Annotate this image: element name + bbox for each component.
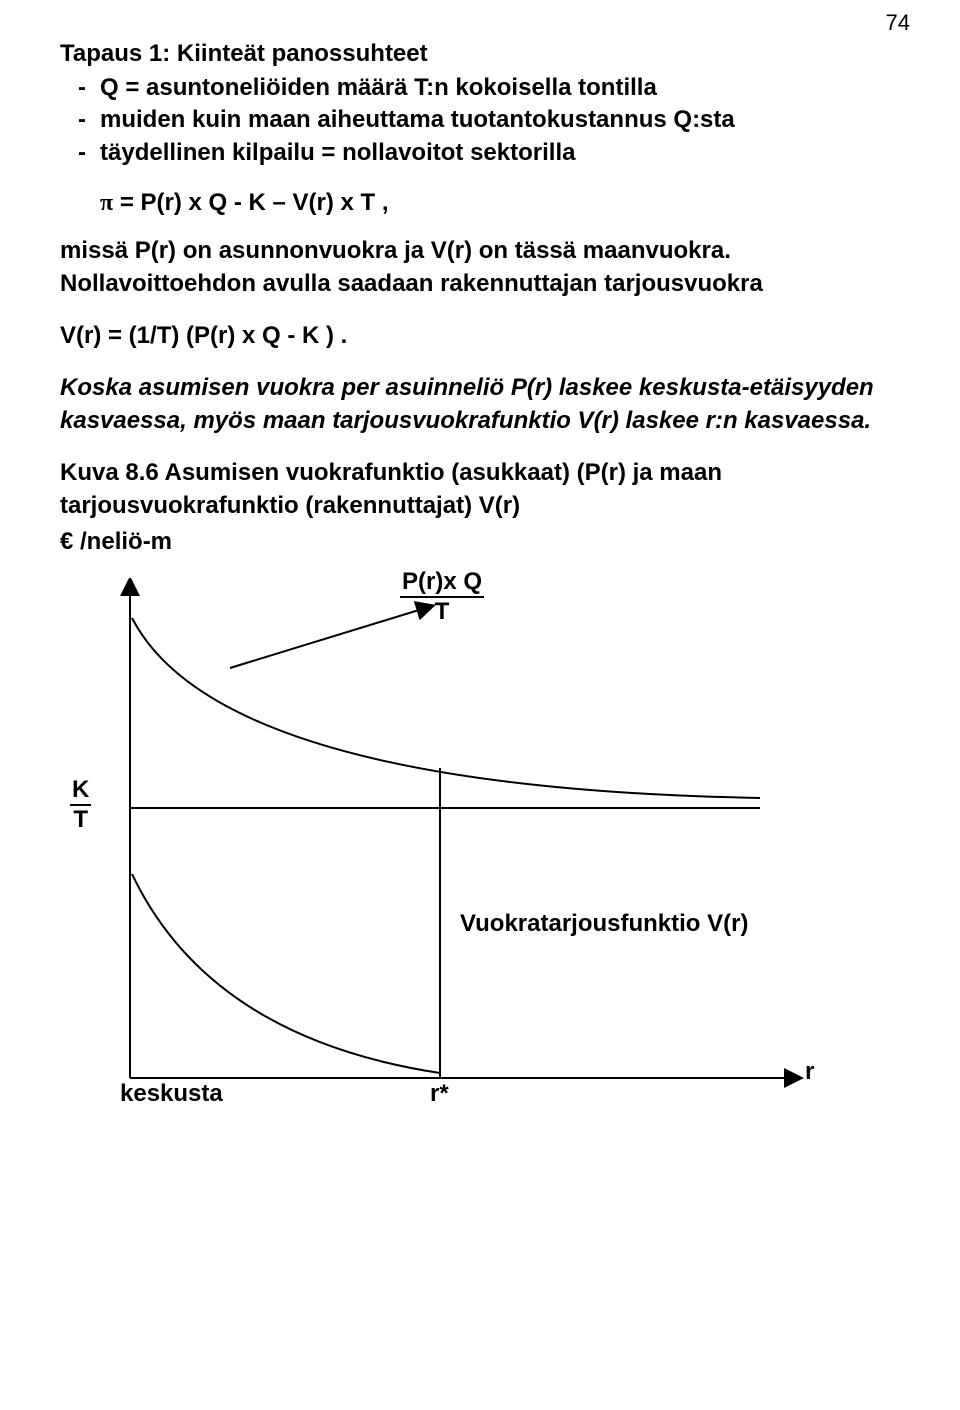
figure-caption: Kuva 8.6 Asumisen vuokrafunktio (asukkaa… [60, 457, 900, 522]
pi-symbol: π [100, 190, 113, 216]
label-vr-curve: Vuokratarjousfunktio V(r) [460, 910, 748, 938]
equation-profit: π = P(r) x Q - K – V(r) x T , [100, 189, 900, 217]
chart-svg [60, 578, 820, 1108]
equation-vr: V(r) = (1/T) (P(r) x Q - K ) . [60, 320, 900, 352]
frac-k-den: T [70, 806, 91, 832]
lower-curve [132, 874, 440, 1073]
bullet-item: Q = asuntoneliöiden määrä T:n kokoisella… [60, 72, 900, 104]
frac-prq-den: T [400, 598, 484, 624]
frac-k-num: K [70, 778, 91, 806]
paragraph-1: missä P(r) on asunnonvuokra ja V(r) on t… [60, 235, 900, 300]
label-r-star: r* [430, 1080, 449, 1108]
page-number: 74 [886, 10, 910, 36]
equation-profit-tail: = P(r) x Q - K – V(r) x T , [113, 189, 388, 216]
paragraph-2: Koska asumisen vuokra per asuinneliö P(r… [60, 372, 900, 437]
upper-curve [132, 618, 760, 798]
heading-case-1: Tapaus 1: Kiinteät panossuhteet [60, 40, 900, 68]
bullet-list: Q = asuntoneliöiden määrä T:n kokoisella… [60, 72, 900, 169]
frac-prq-num: P(r)x Q [400, 570, 484, 598]
figure-ylabel: € /neliö-m [60, 526, 900, 558]
label-r: r [805, 1058, 814, 1086]
chart-rent-functions: P(r)x Q T K T Vuokratarjousfunktio V(r) … [60, 578, 820, 1108]
label-k-over-t: K T [70, 778, 91, 832]
page: 74 Tapaus 1: Kiinteät panossuhteet Q = a… [0, 0, 960, 1410]
label-prq-over-t: P(r)x Q T [400, 570, 484, 624]
label-keskusta: keskusta [120, 1080, 223, 1108]
bullet-item: muiden kuin maan aiheuttama tuotantokust… [60, 104, 900, 136]
bullet-item: täydellinen kilpailu = nollavoitot sekto… [60, 137, 900, 169]
